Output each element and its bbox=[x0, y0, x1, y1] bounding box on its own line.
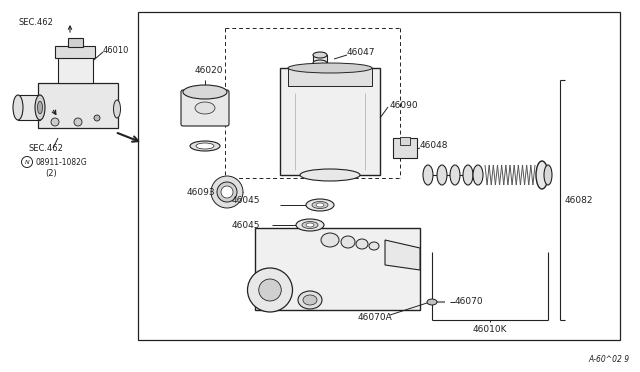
Text: 08911-1082G: 08911-1082G bbox=[35, 157, 87, 167]
Circle shape bbox=[22, 157, 33, 167]
Ellipse shape bbox=[183, 85, 227, 99]
Text: SEC.462: SEC.462 bbox=[28, 144, 63, 153]
Bar bbox=[58, 55, 93, 83]
Ellipse shape bbox=[313, 52, 327, 58]
Ellipse shape bbox=[356, 239, 368, 249]
Ellipse shape bbox=[296, 219, 324, 231]
Text: 46047: 46047 bbox=[347, 48, 376, 57]
Circle shape bbox=[94, 115, 100, 121]
Ellipse shape bbox=[190, 141, 220, 151]
Bar bbox=[280, 68, 380, 175]
Ellipse shape bbox=[248, 268, 292, 312]
Bar bbox=[313, 55, 327, 63]
Bar bbox=[138, 12, 620, 340]
FancyBboxPatch shape bbox=[181, 90, 229, 126]
Circle shape bbox=[74, 118, 82, 126]
Ellipse shape bbox=[259, 279, 281, 301]
Bar bbox=[288, 68, 372, 86]
Text: 46090: 46090 bbox=[390, 100, 419, 109]
Text: SEC.462: SEC.462 bbox=[18, 17, 53, 26]
Text: 46045: 46045 bbox=[232, 221, 260, 230]
Bar bbox=[255, 228, 420, 310]
Polygon shape bbox=[385, 240, 420, 270]
Bar bbox=[400, 137, 410, 145]
Ellipse shape bbox=[316, 203, 324, 207]
Ellipse shape bbox=[288, 63, 372, 73]
Circle shape bbox=[211, 176, 243, 208]
Circle shape bbox=[51, 118, 59, 126]
Text: 46082: 46082 bbox=[565, 196, 593, 205]
Ellipse shape bbox=[423, 165, 433, 185]
Ellipse shape bbox=[35, 95, 45, 120]
Ellipse shape bbox=[312, 202, 328, 208]
Ellipse shape bbox=[463, 165, 473, 185]
Ellipse shape bbox=[313, 60, 327, 66]
Ellipse shape bbox=[300, 169, 360, 181]
Ellipse shape bbox=[13, 95, 23, 120]
Bar bbox=[68, 38, 83, 47]
Text: A-60^02 9: A-60^02 9 bbox=[589, 355, 630, 364]
Ellipse shape bbox=[321, 233, 339, 247]
Text: 46010K: 46010K bbox=[473, 326, 508, 334]
Text: 46048: 46048 bbox=[420, 141, 449, 150]
Ellipse shape bbox=[544, 165, 552, 185]
Ellipse shape bbox=[113, 100, 120, 118]
Ellipse shape bbox=[369, 242, 379, 250]
Text: 46070A: 46070A bbox=[358, 314, 393, 323]
Circle shape bbox=[217, 182, 237, 202]
Ellipse shape bbox=[303, 295, 317, 305]
Bar bbox=[55, 46, 95, 58]
Text: N: N bbox=[25, 160, 29, 164]
Bar bbox=[393, 138, 417, 158]
Text: 46020: 46020 bbox=[195, 65, 223, 74]
Ellipse shape bbox=[306, 223, 314, 227]
Text: 46045: 46045 bbox=[232, 196, 260, 205]
Circle shape bbox=[221, 186, 233, 198]
Text: 46093: 46093 bbox=[187, 187, 216, 196]
Ellipse shape bbox=[298, 291, 322, 309]
Ellipse shape bbox=[38, 101, 42, 114]
Ellipse shape bbox=[195, 102, 215, 114]
Ellipse shape bbox=[473, 165, 483, 185]
Text: 46070: 46070 bbox=[455, 298, 484, 307]
Ellipse shape bbox=[427, 299, 437, 305]
Ellipse shape bbox=[306, 199, 334, 211]
Text: 46010: 46010 bbox=[103, 45, 129, 55]
Bar bbox=[18, 95, 40, 120]
Text: (2): (2) bbox=[45, 169, 57, 177]
Bar bbox=[38, 83, 118, 128]
Ellipse shape bbox=[450, 165, 460, 185]
Ellipse shape bbox=[536, 161, 548, 189]
Ellipse shape bbox=[196, 143, 214, 149]
Ellipse shape bbox=[302, 221, 318, 228]
Ellipse shape bbox=[437, 165, 447, 185]
Ellipse shape bbox=[341, 236, 355, 248]
